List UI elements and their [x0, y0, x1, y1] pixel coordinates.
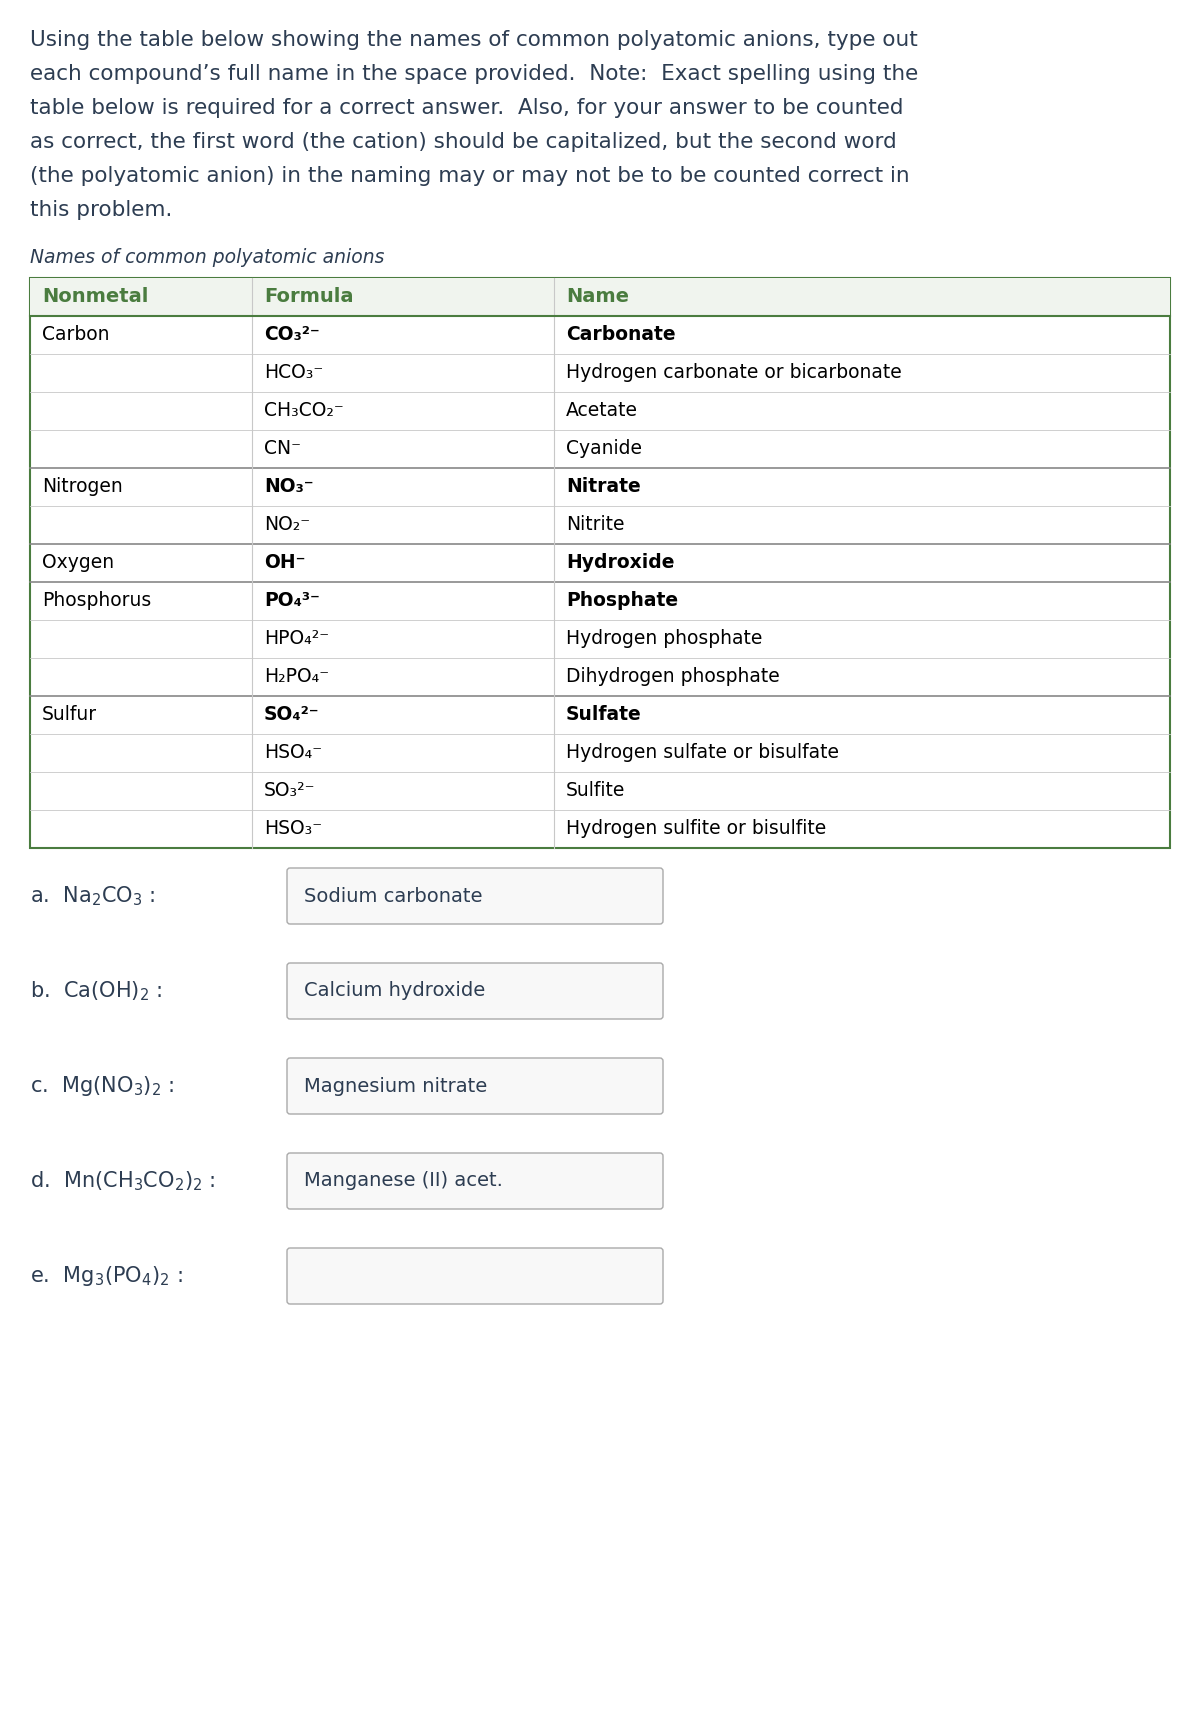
Text: NO₂⁻: NO₂⁻: [264, 516, 310, 535]
Text: c.  Mg(NO$_3$)$_2$ :: c. Mg(NO$_3$)$_2$ :: [30, 1074, 174, 1098]
Text: CN⁻: CN⁻: [264, 440, 301, 459]
Text: Nonmetal: Nonmetal: [42, 287, 149, 306]
Bar: [30, 278, 1170, 847]
Text: Calcium hydroxide: Calcium hydroxide: [304, 982, 485, 1000]
Text: Formula: Formula: [264, 287, 354, 306]
Text: CO₃²⁻: CO₃²⁻: [264, 325, 319, 344]
Text: Hydrogen sulfite or bisulfite: Hydrogen sulfite or bisulfite: [566, 820, 827, 839]
Bar: [30, 278, 1170, 316]
Text: Nitrite: Nitrite: [566, 516, 624, 535]
Text: Sodium carbonate: Sodium carbonate: [304, 887, 482, 906]
Text: Magnesium nitrate: Magnesium nitrate: [304, 1076, 487, 1095]
Text: Sulfite: Sulfite: [566, 782, 625, 801]
Text: b.  Ca(OH)$_2$ :: b. Ca(OH)$_2$ :: [30, 980, 162, 1002]
Text: Hydrogen sulfate or bisulfate: Hydrogen sulfate or bisulfate: [566, 744, 839, 763]
Text: HCO₃⁻: HCO₃⁻: [264, 363, 323, 383]
Text: CH₃CO₂⁻: CH₃CO₂⁻: [264, 402, 343, 421]
Text: HSO₃⁻: HSO₃⁻: [264, 820, 322, 839]
Text: Acetate: Acetate: [566, 402, 638, 421]
Text: NO₃⁻: NO₃⁻: [264, 478, 313, 497]
Text: (the polyatomic anion) in the naming may or may not be to be counted correct in: (the polyatomic anion) in the naming may…: [30, 167, 910, 186]
Text: d.  Mn(CH$_3$CO$_2$)$_2$ :: d. Mn(CH$_3$CO$_2$)$_2$ :: [30, 1169, 216, 1193]
Text: Carbonate: Carbonate: [566, 325, 676, 344]
Text: Sulfate: Sulfate: [566, 705, 642, 724]
Text: Cyanide: Cyanide: [566, 440, 642, 459]
Text: SO₃²⁻: SO₃²⁻: [264, 782, 316, 801]
Text: Hydroxide: Hydroxide: [566, 554, 674, 572]
Text: Oxygen: Oxygen: [42, 554, 114, 572]
Text: a.  Na$_2$CO$_3$ :: a. Na$_2$CO$_3$ :: [30, 884, 156, 908]
Text: Name: Name: [566, 287, 629, 306]
Text: HPO₄²⁻: HPO₄²⁻: [264, 629, 329, 648]
Text: Using the table below showing the names of common polyatomic anions, type out: Using the table below showing the names …: [30, 29, 918, 50]
Text: each compound’s full name in the space provided.  Note:  Exact spelling using th: each compound’s full name in the space p…: [30, 64, 918, 84]
Text: Phosphorus: Phosphorus: [42, 591, 151, 610]
Text: Manganese (II) acet.: Manganese (II) acet.: [304, 1172, 503, 1191]
Text: Carbon: Carbon: [42, 325, 109, 344]
Text: HSO₄⁻: HSO₄⁻: [264, 744, 322, 763]
Text: Phosphate: Phosphate: [566, 591, 678, 610]
Text: PO₄³⁻: PO₄³⁻: [264, 591, 320, 610]
Text: Hydrogen phosphate: Hydrogen phosphate: [566, 629, 762, 648]
Text: Hydrogen carbonate or bicarbonate: Hydrogen carbonate or bicarbonate: [566, 363, 901, 383]
Text: e.  Mg$_3$(PO$_4$)$_2$ :: e. Mg$_3$(PO$_4$)$_2$ :: [30, 1263, 182, 1288]
FancyBboxPatch shape: [287, 1248, 662, 1305]
FancyBboxPatch shape: [287, 963, 662, 1019]
Text: this problem.: this problem.: [30, 199, 173, 220]
FancyBboxPatch shape: [287, 868, 662, 925]
Text: table below is required for a correct answer.  Also, for your answer to be count: table below is required for a correct an…: [30, 98, 904, 119]
Text: Nitrate: Nitrate: [566, 478, 641, 497]
Text: as correct, the first word (the cation) should be capitalized, but the second wo: as correct, the first word (the cation) …: [30, 132, 896, 151]
FancyBboxPatch shape: [287, 1057, 662, 1114]
FancyBboxPatch shape: [287, 1153, 662, 1208]
Text: H₂PO₄⁻: H₂PO₄⁻: [264, 667, 329, 686]
Text: Names of common polyatomic anions: Names of common polyatomic anions: [30, 248, 384, 266]
Text: Sulfur: Sulfur: [42, 705, 97, 724]
Text: Nitrogen: Nitrogen: [42, 478, 122, 497]
Text: OH⁻: OH⁻: [264, 554, 306, 572]
Text: Dihydrogen phosphate: Dihydrogen phosphate: [566, 667, 780, 686]
Text: SO₄²⁻: SO₄²⁻: [264, 705, 319, 724]
